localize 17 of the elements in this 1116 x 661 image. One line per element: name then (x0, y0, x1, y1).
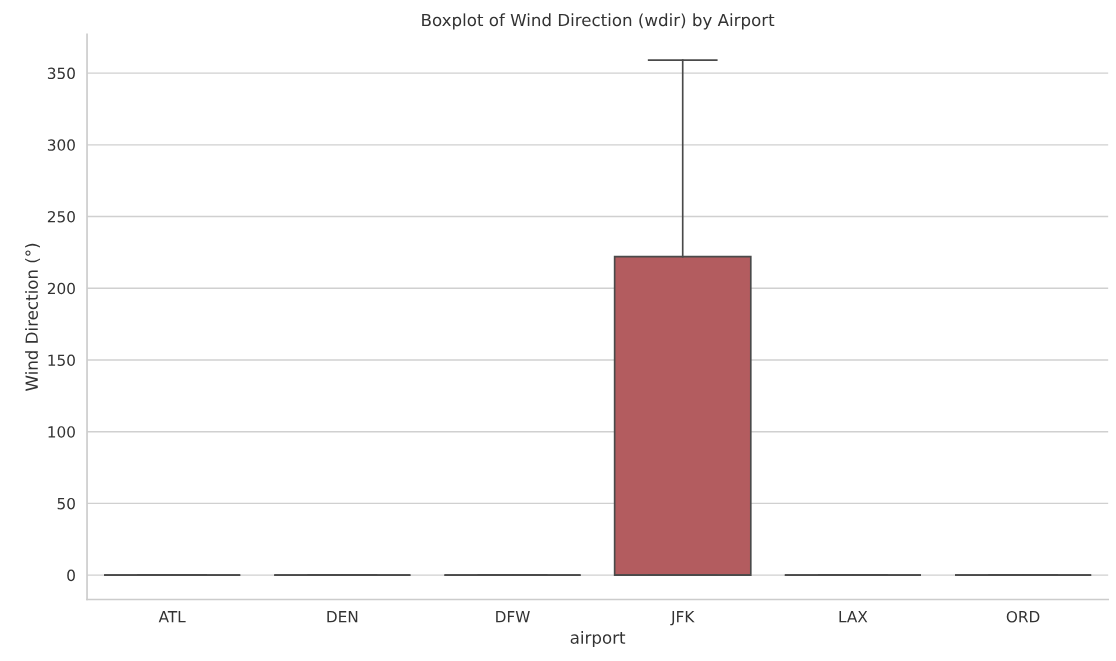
x-tick-label: ORD (1006, 610, 1040, 623)
x-tick-label: LAX (839, 611, 868, 623)
x-tick-label: DEN (327, 611, 358, 623)
y-tick-label: 150 (48, 354, 75, 366)
y-axis-title: Wind Direction (°) (25, 243, 40, 391)
y-tick-label: 250 (47, 211, 75, 223)
y-tick-label: 50 (57, 497, 75, 510)
x-tick-label: JFK (670, 611, 695, 626)
y-tick-label: 200 (47, 282, 75, 295)
x-tick-label: DFW (496, 611, 530, 623)
y-tick-label: 100 (48, 426, 75, 438)
y-tick-label: 350 (47, 67, 75, 80)
chart-title: Boxplot of Wind Direction (wdir) by Airport (422, 13, 775, 30)
y-tick-label: 300 (47, 139, 75, 151)
x-tick-label: ATL (158, 611, 186, 623)
x-axis-title: airport (570, 630, 626, 648)
y-tick-label: 0 (67, 569, 75, 582)
